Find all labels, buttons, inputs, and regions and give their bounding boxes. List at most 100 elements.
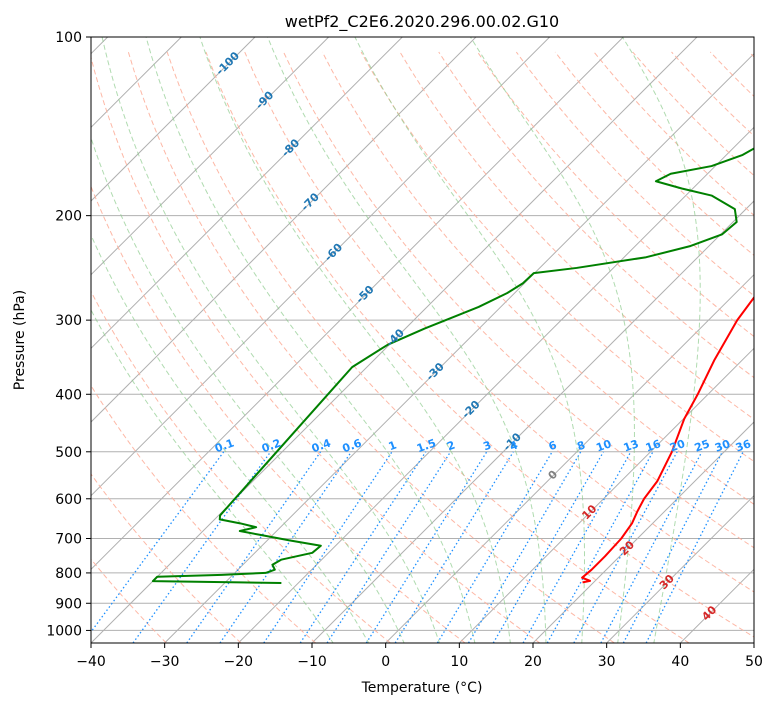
mixing-ratio-line (365, 451, 488, 643)
dry-adiabat-line (91, 290, 391, 643)
moist-adiabat-line (199, 37, 511, 643)
dry-adiabat-line (91, 473, 242, 643)
y-tick-label: 100 (55, 30, 82, 46)
isotherm-line (458, 347, 754, 643)
y-tick-label: 700 (55, 532, 82, 548)
dry-adiabat-line (91, 558, 167, 643)
mixing-ratio-line (522, 451, 632, 643)
x-axis: −40 −30 −20 −10 0 10 20 30 40 50 (76, 643, 763, 670)
isotherm-line (91, 37, 256, 202)
x-tick-label: 20 (524, 654, 542, 670)
moist-adiabat-line (354, 37, 586, 643)
dry-adiabat-line (166, 51, 690, 643)
x-tick-label: 10 (450, 654, 468, 670)
mixing-ratio-label: 10 (594, 437, 613, 455)
mixing-ratio-line (573, 451, 678, 643)
moist-adiabat-line (470, 37, 635, 643)
mixing-ratio-label: 0.1 (213, 436, 236, 455)
y-tick-label: 600 (55, 492, 82, 508)
mixing-ratio-label: 0.4 (310, 436, 333, 455)
mixing-ratio-line (326, 451, 452, 643)
x-tick-label: 50 (745, 654, 763, 670)
y-tick-label: 800 (55, 566, 82, 582)
moist-adiabat-line (101, 37, 441, 643)
mixing-ratio-label: 2 (445, 439, 457, 454)
x-tick-label: −20 (224, 654, 254, 670)
isotherm-line (91, 37, 698, 643)
y-tick-label: 1000 (46, 623, 82, 639)
moist-adiabat-line (91, 136, 405, 643)
dewpoint-profile-line (151, 147, 754, 585)
mixing-ratio-label: 0.6 (341, 436, 364, 455)
mixing-ratio-line (186, 451, 322, 643)
moist-adiabat-line (91, 233, 370, 643)
moist-adiabat-line (145, 37, 476, 643)
mixing-ratio-label: 16 (644, 437, 663, 455)
mixing-ratio-line (546, 451, 654, 643)
mixing-ratio-line (492, 451, 605, 643)
y-tick-label: 500 (55, 445, 82, 461)
mixing-ratio-line (436, 451, 553, 643)
isotherm-line (753, 642, 754, 643)
y-axis-title: Pressure (hPa) (12, 290, 28, 390)
mixing-ratio-label: 13 (622, 437, 641, 454)
isotherm-label: -50 (353, 283, 376, 306)
mixing-ratio-label: 3 (481, 438, 493, 453)
mixing-ratio-label: 0.2 (260, 436, 283, 455)
x-tick-label: −40 (76, 654, 106, 670)
x-axis-title: Temperature (°C) (361, 680, 483, 696)
mixing-ratio-label: 6 (547, 438, 559, 453)
x-tick-label: −10 (297, 654, 327, 670)
dry-adiabat-line (321, 51, 754, 505)
dry-adiabat-line (91, 185, 466, 643)
x-tick-label: 0 (381, 654, 390, 670)
isotherm-line (532, 421, 754, 643)
temperature-profile-line (581, 295, 754, 584)
isotherm-line (679, 568, 754, 643)
isotherm-label: -90 (253, 88, 276, 111)
y-tick-label: 300 (55, 313, 82, 329)
dry-adiabat-line (748, 51, 754, 58)
x-tick-label: 30 (598, 654, 616, 670)
mixing-ratio-label: 1 (387, 438, 399, 453)
mixing-ratio-line (219, 451, 352, 643)
mixing-ratio-line (600, 451, 703, 643)
dry-adiabat-line (438, 51, 754, 379)
isotherm-line (91, 37, 551, 497)
isotherm-line (164, 52, 754, 643)
isotherm-line (311, 200, 754, 643)
moist-adiabat-line (267, 37, 547, 643)
profile-lines (151, 147, 754, 585)
dry-adiabat-line (205, 51, 754, 638)
dry-adiabat-line (283, 51, 754, 549)
isotherm-line (237, 126, 754, 643)
chart-title: wetPf2_C2E6.2020.296.00.02.G10 (285, 12, 559, 32)
dry-adiabat-line (91, 384, 317, 643)
isotherm-line (91, 37, 403, 350)
mixing-ratio-line (645, 451, 744, 643)
moist-adiabat-line (91, 308, 334, 643)
isotherm-line (91, 37, 477, 423)
x-tick-label: 40 (671, 654, 689, 670)
y-tick-label: 900 (55, 596, 82, 612)
y-tick-label: 400 (55, 387, 82, 403)
mixing-ratio-line (394, 451, 514, 643)
isotherm-line (385, 273, 754, 643)
y-tick-label: 200 (55, 209, 82, 225)
x-tick-label: −30 (150, 654, 180, 670)
isotherm-label: -100 (213, 49, 242, 78)
mixing-ratio-label: 36 (734, 437, 753, 455)
mixing-ratio-label: 25 (693, 437, 712, 454)
dry-adiabat-line (360, 51, 754, 463)
isotherm-line (91, 37, 624, 571)
mixing-ratio-line (91, 451, 225, 633)
mixing-ratio-label: 1.5 (415, 436, 438, 455)
isotherm-label: -20 (459, 398, 482, 421)
mixing-ratio-label: 8 (575, 438, 587, 453)
mixing-ratio-line (467, 451, 582, 643)
mixing-ratio-label: 4 (508, 438, 520, 453)
isotherm-line (606, 494, 754, 643)
dry-adiabat-line (127, 51, 615, 643)
dry-adiabat-line (709, 51, 754, 98)
